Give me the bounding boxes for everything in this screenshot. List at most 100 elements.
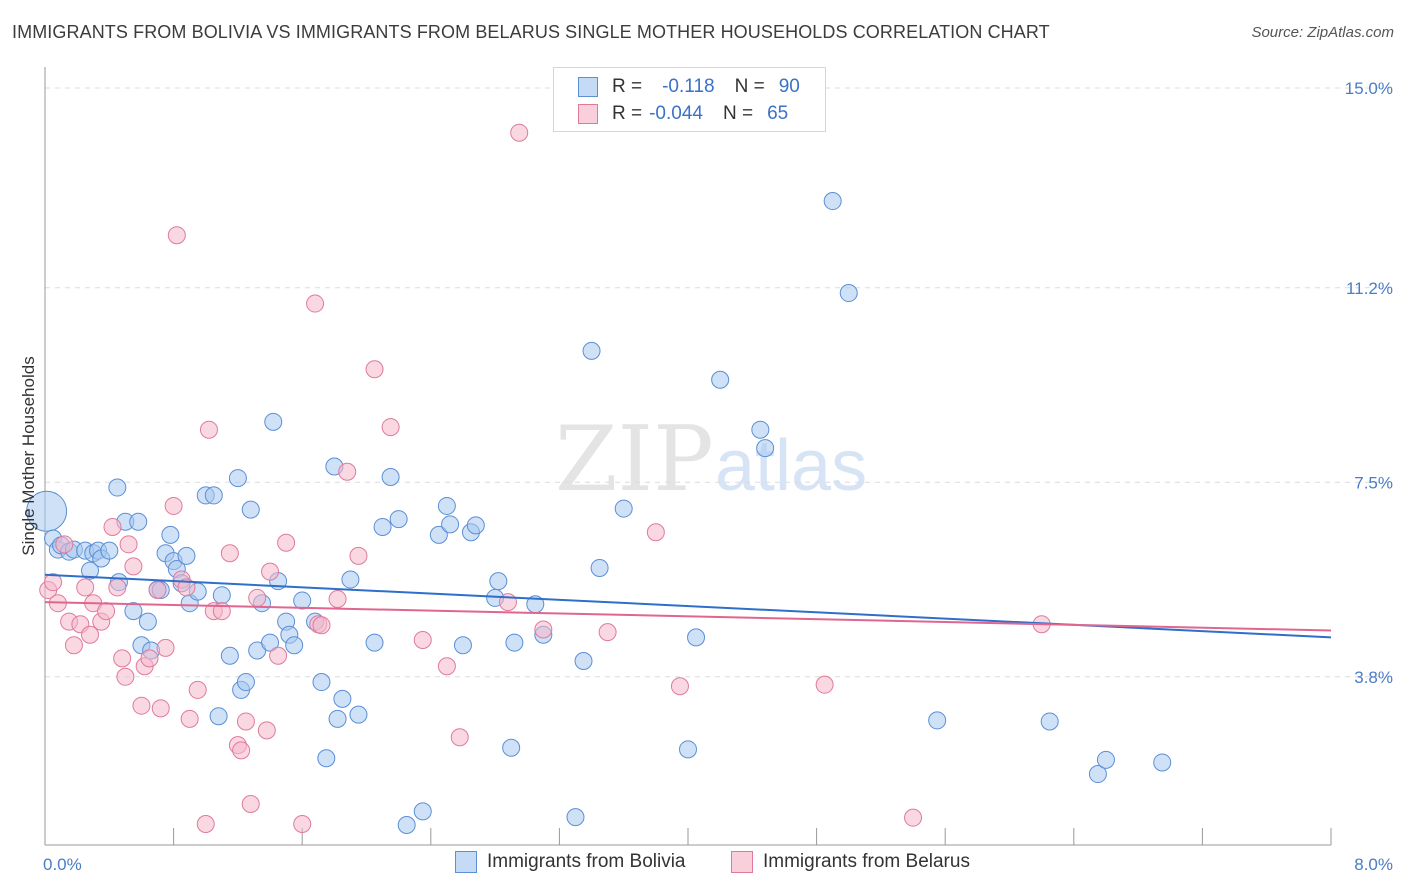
data-point <box>306 294 325 313</box>
data-point <box>119 535 138 554</box>
data-point <box>1040 712 1059 731</box>
data-point <box>349 705 368 724</box>
data-point <box>81 625 100 644</box>
watermark-atlas: atlas <box>715 426 867 506</box>
data-point <box>646 523 665 542</box>
data-point <box>389 510 408 529</box>
data-point <box>148 581 167 600</box>
data-point <box>441 515 460 534</box>
trend-line <box>44 601 1332 632</box>
data-point <box>687 628 706 647</box>
data-point <box>928 711 947 730</box>
data-point <box>510 123 529 142</box>
data-point <box>199 420 218 439</box>
data-point <box>614 499 633 518</box>
y-tick-label: 11.2% <box>1346 279 1393 298</box>
data-point <box>241 500 260 519</box>
data-point <box>204 486 223 505</box>
data-point <box>132 696 151 715</box>
data-point <box>437 657 456 676</box>
data-point <box>108 578 127 597</box>
data-point <box>64 636 83 655</box>
data-point <box>397 816 416 835</box>
data-point <box>566 808 585 827</box>
data-point <box>285 636 304 655</box>
data-point <box>116 667 135 686</box>
data-point <box>293 814 312 833</box>
data-point <box>55 535 74 554</box>
y-tick-label: 15.0% <box>1345 79 1393 98</box>
data-point <box>196 814 215 833</box>
trend-lines <box>44 573 1332 639</box>
data-point <box>228 469 247 488</box>
data-point <box>26 490 68 532</box>
correlation-legend: R = -0.118 N = 90 R = -0.044 N = 65 <box>553 67 826 132</box>
n-value: 90 <box>778 76 800 97</box>
trend-line <box>44 573 1332 639</box>
data-point <box>241 794 260 813</box>
data-point <box>437 496 456 515</box>
data-point <box>582 341 601 360</box>
data-point <box>338 462 357 481</box>
data-point <box>212 586 231 605</box>
data-point <box>293 591 312 610</box>
data-point <box>177 546 196 565</box>
data-point <box>261 633 280 652</box>
data-point <box>373 517 392 536</box>
data-point <box>151 699 170 718</box>
data-point <box>81 561 100 580</box>
data-point <box>232 741 251 760</box>
data-point <box>381 418 400 437</box>
y-tick-label: 3.8% <box>1354 668 1393 687</box>
data-point <box>44 573 63 592</box>
data-point <box>108 478 127 497</box>
bolivia-swatch <box>578 77 598 97</box>
data-point <box>124 557 143 576</box>
grid-lines <box>45 87 1393 678</box>
data-point <box>815 675 834 694</box>
watermark: ZIP atlas <box>555 407 867 512</box>
data-point <box>574 652 593 671</box>
data-point <box>450 728 469 747</box>
data-point <box>138 612 157 631</box>
data-point <box>341 570 360 589</box>
belarus-swatch <box>578 104 598 124</box>
r-value: -0.118 <box>662 76 715 97</box>
data-point <box>269 646 288 665</box>
n-label: N = <box>722 103 754 124</box>
data-point <box>164 496 183 515</box>
data-point <box>277 533 296 552</box>
legend-item-bolivia: Immigrants from Bolivia <box>455 851 686 873</box>
data-point <box>264 412 283 431</box>
data-point <box>156 638 175 657</box>
y-axis-label: Single Mother Households <box>19 356 38 555</box>
data-point <box>248 588 267 607</box>
legend-item-belarus: Immigrants from Belarus <box>731 851 970 873</box>
data-point <box>180 709 199 728</box>
data-point <box>505 633 524 652</box>
data-point <box>534 620 553 639</box>
data-point <box>167 226 186 245</box>
belarus-legend-label: Immigrants from Belarus <box>763 851 970 872</box>
r-label: R = <box>612 103 643 124</box>
legend-row-bolivia: R = -0.118 N = 90 <box>578 76 800 98</box>
data-point <box>349 546 368 565</box>
data-point <box>188 680 207 699</box>
data-point <box>312 616 331 635</box>
data-point <box>823 192 842 211</box>
data-point <box>590 558 609 577</box>
data-point <box>113 649 132 668</box>
data-point <box>365 360 384 379</box>
data-point <box>209 707 228 726</box>
data-point <box>711 370 730 389</box>
data-point <box>161 525 180 544</box>
data-point <box>453 636 472 655</box>
data-point <box>76 578 95 597</box>
data-point <box>328 589 347 608</box>
belarus-points <box>39 123 1051 833</box>
data-point <box>236 712 255 731</box>
data-point <box>328 709 347 728</box>
data-point <box>100 541 119 560</box>
data-point <box>124 602 143 621</box>
